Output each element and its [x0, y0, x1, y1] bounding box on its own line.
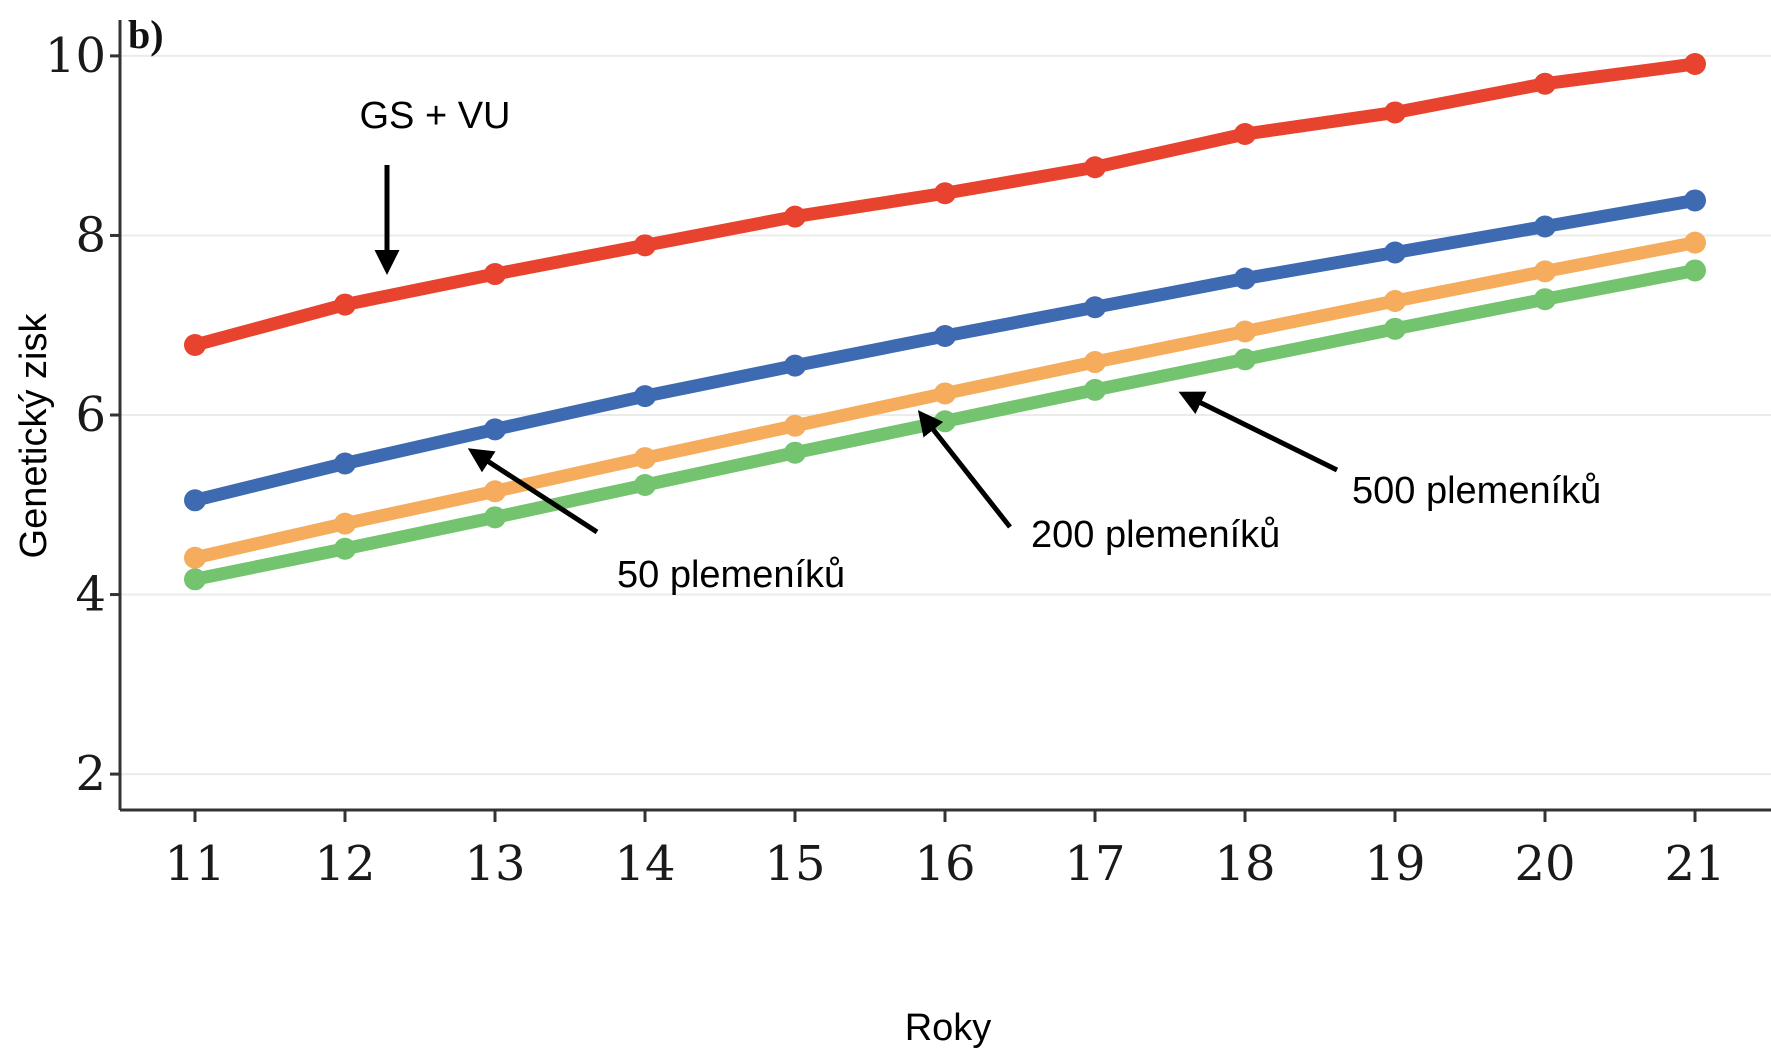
x-tick-label: 16: [914, 836, 975, 892]
data-point: [1534, 260, 1556, 283]
data-point: [1234, 348, 1256, 371]
annotation-200: 200 plemeníků: [1031, 514, 1280, 556]
x-tick-label: 21: [1664, 836, 1725, 892]
data-point: [184, 568, 206, 591]
data-point: [784, 441, 806, 464]
data-point: [1084, 351, 1106, 374]
annotation-50: 50 plemeníků: [617, 554, 845, 596]
data-point: [1384, 289, 1406, 312]
data-point: [1384, 317, 1406, 340]
y-axis-title: Genetický zisk: [13, 313, 55, 559]
arrow-200: [917, 410, 1012, 529]
data-point: [784, 414, 806, 437]
data-point: [634, 474, 656, 497]
arrow-50: [467, 448, 599, 535]
data-point: [934, 325, 956, 347]
x-tick-label: 14: [614, 836, 675, 892]
series-line: [188, 193, 1702, 507]
data-point: [1684, 259, 1706, 282]
series-1: [184, 189, 1706, 512]
y-tick-label: 10: [45, 28, 106, 84]
data-point: [634, 385, 656, 408]
data-point: [1534, 288, 1556, 311]
data-point: [184, 489, 206, 512]
data-point: [1684, 189, 1706, 212]
data-point: [784, 354, 806, 377]
data-point: [334, 512, 356, 535]
annotation-gs-vu: GS + VU: [360, 95, 511, 137]
axis-ticks: 2 4 6 8 10 11 12 13 14 15 16 17 18 19 20 21: [45, 28, 1726, 892]
data-point: [634, 234, 656, 257]
data-point: [1384, 241, 1406, 264]
series-2: [184, 231, 1706, 569]
y-tick-label: 4: [75, 567, 106, 623]
data-point: [1534, 215, 1556, 238]
x-tick-label: 11: [164, 836, 225, 892]
panel-label: b): [128, 12, 164, 57]
data-point: [934, 410, 956, 433]
data-point: [484, 506, 506, 529]
data-point: [634, 447, 656, 470]
data-point: [484, 418, 506, 441]
data-point: [484, 480, 506, 503]
data-point: [334, 537, 356, 560]
series-layer: [184, 52, 1706, 591]
data-point: [184, 333, 206, 356]
data-point: [1684, 231, 1706, 254]
data-point: [934, 182, 956, 205]
data-point: [784, 205, 806, 228]
data-point: [1234, 320, 1256, 343]
y-tick-label: 8: [75, 207, 106, 263]
data-point: [184, 546, 206, 569]
data-point: [484, 263, 506, 286]
y-tick-label: 2: [75, 746, 106, 802]
y-tick-label: 6: [75, 387, 106, 443]
x-tick-label: 12: [314, 836, 375, 892]
x-tick-label: 17: [1064, 836, 1125, 892]
arrow-500: [1178, 391, 1339, 473]
x-axis-title: Roky: [905, 1007, 992, 1049]
annotation-500: 500 plemeníků: [1352, 470, 1601, 512]
data-point: [1384, 101, 1406, 124]
data-point: [1084, 156, 1106, 179]
data-point: [334, 452, 356, 475]
x-tick-label: 15: [764, 836, 825, 892]
data-point: [1084, 378, 1106, 401]
x-tick-label: 13: [464, 836, 525, 892]
series-3: [184, 259, 1706, 591]
series-0: [184, 52, 1706, 356]
x-tick-label: 20: [1514, 836, 1575, 892]
data-point: [1534, 72, 1556, 95]
x-tick-label: 18: [1214, 836, 1275, 892]
data-point: [1684, 52, 1706, 75]
data-point: [1234, 267, 1256, 290]
data-point: [1084, 296, 1106, 319]
data-point: [334, 293, 356, 316]
x-tick-label: 19: [1364, 836, 1425, 892]
data-point: [1234, 123, 1256, 146]
data-point: [934, 382, 956, 405]
